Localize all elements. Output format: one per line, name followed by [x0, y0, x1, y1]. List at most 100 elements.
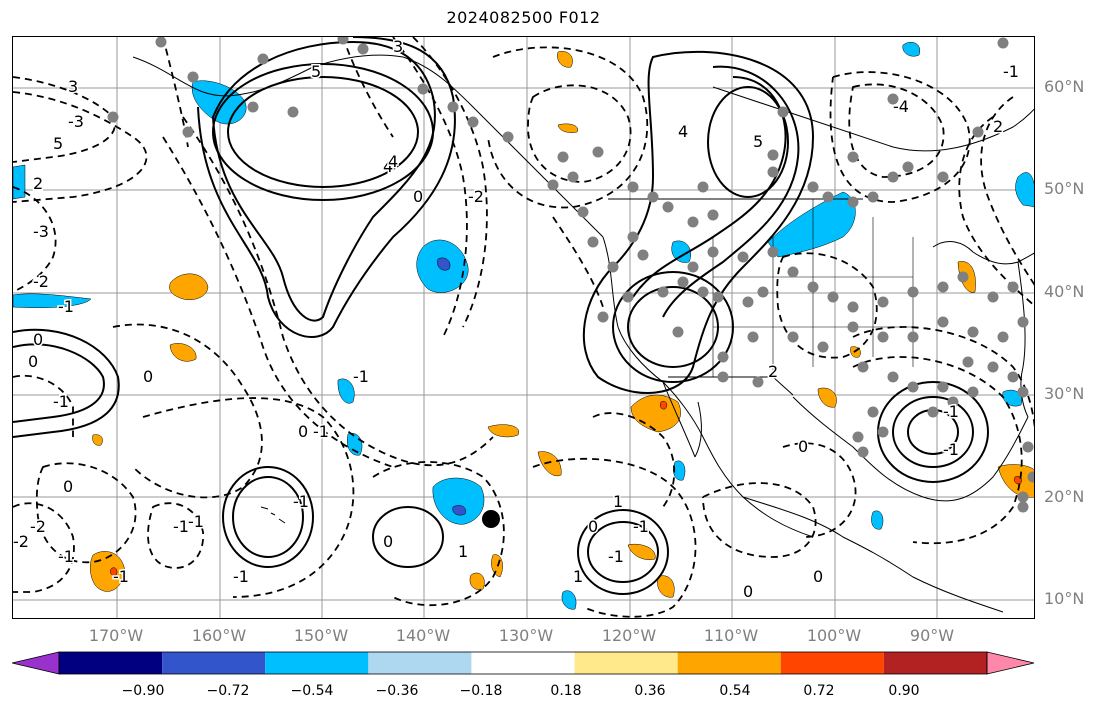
- station-dot: [697, 286, 709, 298]
- lat-label-30n: 30°N: [1044, 384, 1085, 403]
- station-dot: [1017, 316, 1029, 328]
- contour-label: -2: [33, 272, 49, 291]
- patch-orange-11: [817, 387, 837, 408]
- lon-label-100w: 100°W: [806, 626, 862, 645]
- contour-label: -1: [113, 567, 129, 586]
- contour-label: 2: [993, 117, 1003, 136]
- colorbar-swatch: [574, 652, 678, 674]
- station-dot: [852, 431, 864, 443]
- contour-label: -1: [188, 512, 204, 531]
- colorbar-extend-low: [12, 651, 60, 675]
- station-dot: [757, 286, 769, 298]
- patch-blue-s1: [561, 590, 577, 610]
- station-dot: [947, 396, 959, 408]
- map-panel: 3 5 3 -3 5 5 4 -4 2 -3 4 4 -1 0 0 -2 2 -1 -1 0 0 -1 1 -1 -2 -1 0 -1…: [12, 36, 1035, 619]
- station-dot: [847, 321, 859, 333]
- lat-label-60n: 60°N: [1044, 77, 1085, 96]
- patch-blue-ne: [1015, 172, 1034, 207]
- colorbar-frame: [58, 651, 988, 675]
- contour-label: 0: [798, 437, 808, 456]
- contour-label: -1: [58, 297, 74, 316]
- station-dot: [587, 236, 599, 248]
- station-dot: [827, 291, 839, 303]
- shaded-anomalies: [13, 42, 1034, 610]
- colorbar-swatch: [265, 652, 369, 674]
- patch-orange-4: [487, 424, 520, 438]
- colorbar-tick-label: −0.54: [290, 683, 334, 699]
- lon-label-90w: 90°W: [909, 626, 955, 645]
- contour-label: 2: [768, 362, 778, 381]
- contour-label: 0: [743, 582, 753, 601]
- colorbar-swatch: [780, 652, 884, 674]
- contour-label: 0: [298, 422, 308, 441]
- colorbar-swatch: [368, 652, 472, 674]
- station-dot: [687, 216, 699, 228]
- station-dot: [877, 426, 889, 438]
- lat-label-50n: 50°N: [1044, 179, 1085, 198]
- contour-labels: 353-35 54-42-344-100-22-1-100-1 1-1-2-10-1…: [13, 37, 1020, 603]
- contour-label: 5: [753, 132, 763, 151]
- station-dot: [247, 101, 259, 113]
- station-dot: [567, 171, 579, 183]
- patch-orange-3c: [110, 567, 118, 576]
- contour-label: 0: [33, 330, 43, 349]
- station-dot: [577, 206, 589, 218]
- station-dot: [337, 37, 349, 45]
- lat-label-10n: 10°N: [1044, 589, 1085, 608]
- station-dot: [902, 161, 914, 173]
- patch-blue-s3: [871, 510, 884, 530]
- colorbar-swatch: [471, 652, 575, 674]
- lon-label-120w: 120°W: [601, 626, 657, 645]
- station-dot: [847, 196, 859, 208]
- station-dot: [777, 106, 789, 118]
- contour-label: -1: [293, 492, 309, 511]
- station-dot: [737, 251, 749, 263]
- contour-label: -3: [68, 112, 84, 131]
- patch-blue-atl: [1002, 389, 1023, 407]
- station-dot: [997, 331, 1009, 343]
- colorbar-tick-label: 0.36: [634, 683, 666, 699]
- station-dot: [767, 246, 779, 258]
- station-dot: [677, 276, 689, 288]
- station-dot: [937, 316, 949, 328]
- station-dot: [637, 249, 649, 261]
- contour-label: 0: [28, 352, 38, 371]
- station-dot: [557, 151, 569, 163]
- station-dot: [707, 209, 719, 221]
- patch-orange-6c: [659, 401, 668, 410]
- patch-blue-s2: [673, 460, 686, 481]
- map-canvas: 353-35 54-42-344-100-22-1-100-1 1-1-2-10-1…: [13, 37, 1034, 618]
- contour-label: -1: [233, 567, 249, 586]
- solid-contours: [13, 37, 989, 595]
- station-dot: [967, 386, 979, 398]
- colorbar-tick-label: −0.90: [121, 683, 165, 699]
- station-dot: [787, 331, 799, 343]
- patch-blue-mid2: [437, 257, 451, 271]
- patch-orange-14: [469, 572, 485, 590]
- colorbar-extend-high: [986, 651, 1035, 675]
- station-dot: [937, 281, 949, 293]
- mexico-interior: [742, 496, 1004, 613]
- contour-label: 4: [383, 157, 393, 176]
- station-dot: [877, 296, 889, 308]
- station-dot: [847, 301, 859, 313]
- station-dots: [107, 37, 1034, 513]
- contour-label: -1: [313, 422, 329, 441]
- station-dot: [1022, 441, 1034, 453]
- station-dot: [107, 111, 119, 123]
- station-dot: [717, 351, 729, 363]
- station-dot: [1017, 501, 1029, 513]
- lon-label-170w: 170°W: [88, 626, 144, 645]
- station-dot: [717, 371, 729, 383]
- contour-label: -3: [33, 222, 49, 241]
- great-lakes: [932, 241, 1034, 265]
- colorbar-tick-label: −0.36: [375, 683, 419, 699]
- colorbar-swatch: [59, 652, 163, 674]
- lat-label-20n: 20°N: [1044, 487, 1085, 506]
- patch-blue-s4: [902, 42, 921, 57]
- station-dot: [847, 151, 859, 163]
- contour-label: 0: [383, 532, 393, 551]
- patch-blue-hawaii: [432, 477, 485, 525]
- patch-blue-small2: [347, 432, 363, 456]
- station-dot: [987, 361, 999, 373]
